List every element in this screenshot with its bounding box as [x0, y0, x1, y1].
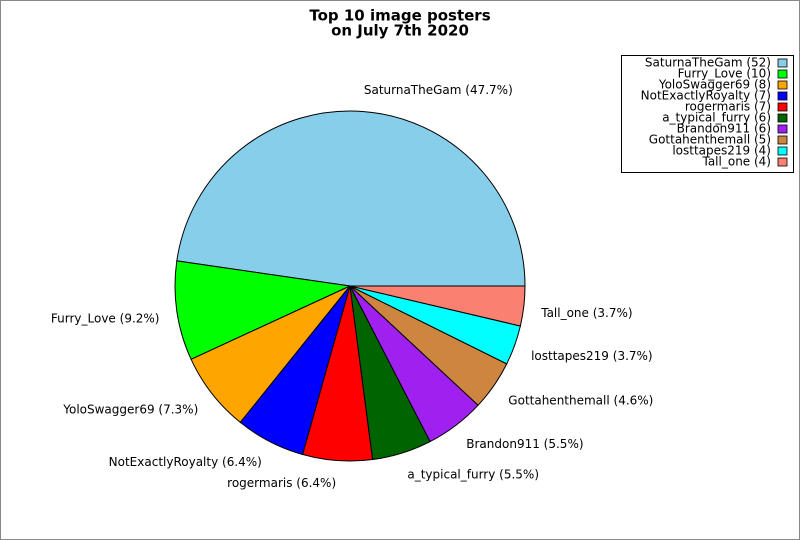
slice-label: SaturnaTheGam (47.7%) [364, 83, 513, 97]
legend-label: YoloSwagger69 (8) [658, 78, 771, 92]
chart-title: Top 10 image posters [309, 7, 490, 25]
legend-swatch [777, 135, 788, 145]
legend-swatch [777, 146, 788, 156]
legend-label: Tall_one (4) [701, 155, 771, 169]
legend-label: Brandon911 (6) [677, 122, 771, 136]
slice-label: Brandon911 (5.5%) [466, 437, 583, 451]
slice-label: rogermaris (6.4%) [227, 476, 336, 490]
pie-slice [349, 285, 526, 327]
pie-slice [176, 110, 526, 287]
pie-slice [174, 260, 352, 360]
slice-label: NotExactlyRoyalty (6.4%) [109, 455, 262, 469]
legend-label: Furry_Love (10) [678, 67, 771, 81]
slice-label: YoloSwagger69 (7.3%) [62, 402, 198, 416]
legend-swatch [777, 58, 788, 68]
slice-label: a_typical_furry (5.5%) [407, 468, 539, 482]
legend-swatch [777, 157, 788, 167]
legend-label: NotExactlyRoyalty (7) [641, 89, 771, 103]
legend-label: SaturnaTheGam (52) [645, 56, 771, 70]
slice-label: Furry_Love (9.2%) [51, 311, 160, 325]
chart-title: on July 7th 2020 [331, 22, 469, 40]
slice-label: losttapes219 (3.7%) [531, 349, 653, 363]
legend-swatch [777, 80, 788, 90]
legend-swatch [777, 91, 788, 101]
legend-swatch [777, 113, 788, 123]
legend-label: losttapes219 (4) [672, 144, 771, 158]
legend-swatch [777, 124, 788, 134]
legend-label: rogermaris (7) [685, 100, 771, 114]
legend-label: Gottahenthemall (5) [649, 133, 771, 147]
slice-label: Tall_one (3.7%) [540, 306, 632, 320]
legend-swatch [777, 102, 788, 112]
legend-swatch [777, 69, 788, 79]
legend-label: a_typical_furry (6) [662, 111, 771, 125]
slice-label: Gottahenthemall (4.6%) [508, 393, 653, 407]
legend-frame [621, 55, 794, 173]
